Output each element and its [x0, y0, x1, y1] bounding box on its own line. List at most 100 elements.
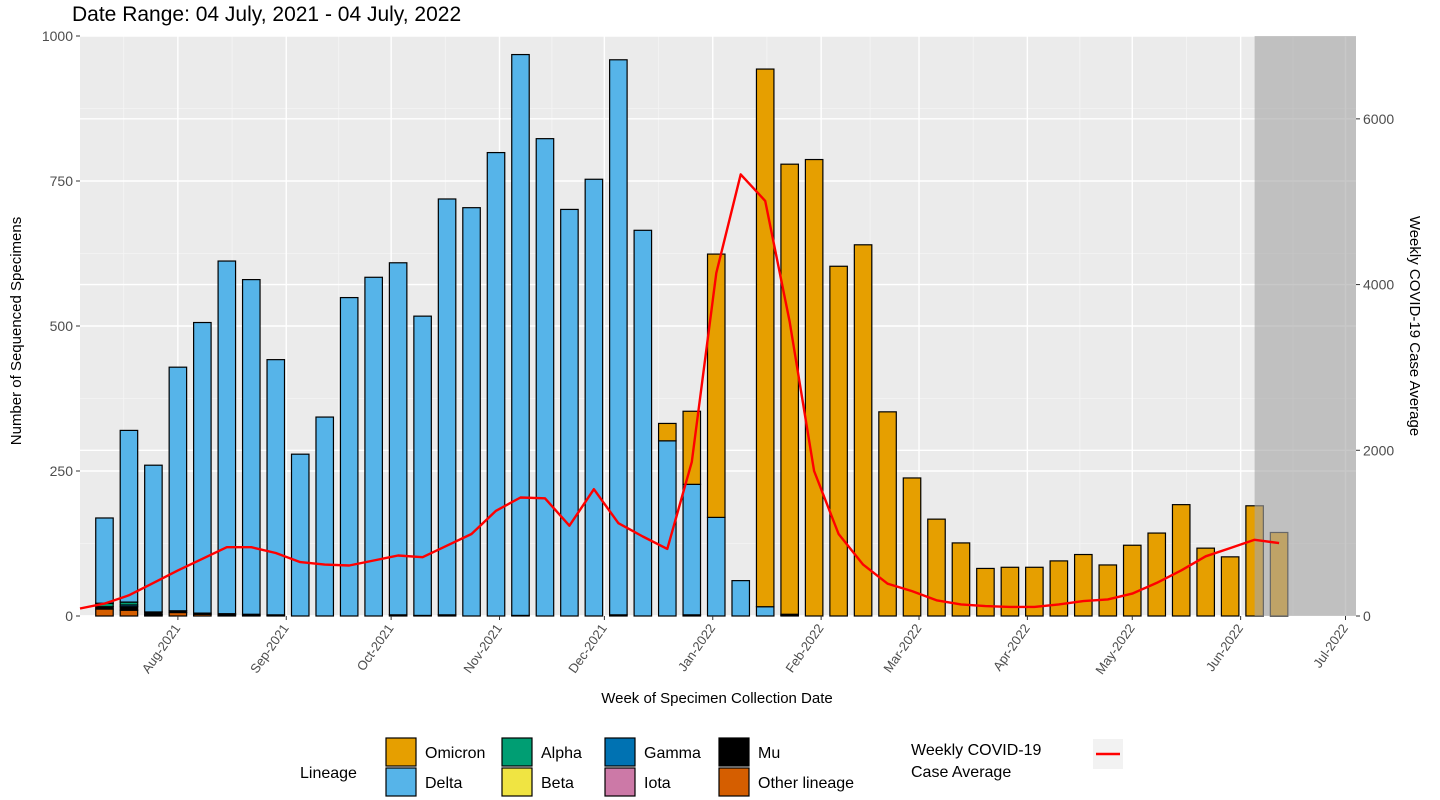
- bar-delta: [633, 229, 653, 617]
- legend-key-other-lineage: [718, 767, 750, 797]
- legend: Lineage Weekly COVID-19 Case Average Omi…: [300, 737, 1123, 797]
- case-average-line: [79, 173, 1280, 610]
- y-axis-title: Number of Sequenced Specimens: [8, 217, 25, 445]
- bar-omicron: [1098, 564, 1118, 617]
- legend-key-delta: [385, 767, 417, 797]
- bar-delta: [241, 279, 261, 615]
- x-tick-label: Feb-2022: [782, 621, 826, 675]
- y2-axis-title: Weekly COVID-19 Case Average: [1406, 216, 1423, 436]
- bar-delta: [95, 517, 114, 604]
- bar-omicron: [1025, 566, 1044, 617]
- bar-omicron: [1049, 560, 1069, 617]
- bar-delta: [706, 516, 726, 617]
- bar-omicron: [1171, 504, 1191, 617]
- legend-key-iota: [604, 767, 636, 797]
- bar-delta: [511, 53, 530, 617]
- bar-delta: [315, 416, 335, 617]
- y2-tick-label: 4000: [1363, 277, 1394, 293]
- bar-delta: [413, 315, 432, 617]
- bar-delta: [731, 580, 751, 617]
- bar-omicron: [902, 477, 922, 617]
- x-tick-label: Dec-2021: [565, 621, 610, 676]
- bar-omicron: [951, 542, 971, 617]
- y2-tick-label: 2000: [1363, 442, 1394, 458]
- legend-label: Mu: [758, 745, 780, 762]
- y-tick-label: 0: [65, 608, 73, 624]
- legend-key-mu: [718, 737, 750, 767]
- bar-delta: [119, 429, 139, 603]
- bar-omicron: [755, 68, 775, 608]
- y-tick-label: 500: [50, 318, 74, 334]
- bar-delta: [755, 606, 775, 617]
- bar-delta: [584, 178, 604, 617]
- legend-line-title-1: Weekly COVID-19: [911, 742, 1042, 759]
- x-tick-label: Oct-2021: [354, 621, 397, 673]
- bar-omicron: [1000, 566, 1020, 617]
- x-tick-label: Jun-2022: [1203, 621, 1246, 674]
- bar-omicron: [1073, 553, 1093, 617]
- legend-key-alpha: [501, 737, 533, 767]
- legend-label: Other lineage: [758, 775, 854, 792]
- y-tick-label: 1000: [42, 28, 73, 44]
- bar-omicron: [878, 411, 897, 617]
- bar-omicron: [1196, 547, 1216, 617]
- y2-tick-label: 6000: [1363, 111, 1394, 127]
- x-tick-label: Sep-2021: [247, 621, 292, 676]
- shaded-incomplete-weeks: [1254, 36, 1356, 616]
- bar-delta: [682, 483, 702, 616]
- x-tick-label: Apr-2022: [990, 621, 1033, 673]
- bar-omicron: [927, 518, 946, 617]
- x-tick-label: Jan-2022: [675, 621, 718, 674]
- bar-delta: [168, 366, 188, 612]
- bar-delta: [144, 464, 163, 613]
- bar-omicron: [1147, 532, 1167, 617]
- legend-title: Lineage: [300, 765, 357, 782]
- legend-label: Alpha: [541, 745, 582, 762]
- bar-delta: [266, 359, 286, 616]
- legend-label: Delta: [425, 775, 462, 792]
- x-tick-label: May-2022: [1092, 621, 1137, 677]
- bar-delta: [364, 276, 383, 617]
- bar-delta: [217, 260, 237, 615]
- legend-key-beta: [501, 767, 533, 797]
- bar-delta: [388, 262, 408, 616]
- bar-delta: [486, 151, 506, 617]
- bar-delta: [609, 59, 628, 616]
- y-tick-label: 750: [50, 173, 74, 189]
- case-average-polyline: [79, 173, 1280, 610]
- bar-omicron: [1220, 556, 1240, 617]
- bar-delta: [535, 138, 555, 617]
- bar-omicron: [657, 422, 677, 442]
- bar-delta: [290, 453, 310, 617]
- bar-omicron: [804, 158, 824, 617]
- legend-label: Beta: [541, 775, 574, 792]
- bar-omicron: [853, 244, 873, 617]
- bar-omicron: [976, 567, 995, 617]
- x-tick-label: Nov-2021: [460, 621, 505, 676]
- legend-key-omicron: [385, 737, 417, 767]
- bar-delta: [193, 321, 212, 614]
- bar-other-lineage: [119, 609, 139, 617]
- bar-delta: [560, 208, 579, 617]
- x-axis-title: Week of Specimen Collection Date: [601, 690, 833, 707]
- bars: [95, 53, 1289, 617]
- y-tick-label: 250: [50, 463, 74, 479]
- bar-omicron: [1122, 544, 1142, 617]
- shaded-region: [1254, 36, 1356, 616]
- x-tick-label: Mar-2022: [880, 621, 924, 675]
- legend-key-gamma: [604, 737, 636, 767]
- bar-delta: [462, 207, 481, 617]
- x-tick-label: Jul-2022: [1310, 621, 1351, 670]
- legend-line-title-2: Case Average: [911, 764, 1011, 781]
- legend-label: Iota: [644, 775, 671, 792]
- bar-other-lineage: [95, 608, 114, 617]
- bar-delta: [437, 198, 457, 616]
- bar-omicron: [706, 253, 726, 519]
- legend-label: Omicron: [425, 745, 485, 762]
- x-tick-label: Aug-2021: [139, 621, 184, 676]
- legend-label: Gamma: [644, 745, 701, 762]
- bar-delta: [339, 296, 359, 617]
- bar-omicron: [780, 163, 800, 615]
- bar-omicron: [829, 265, 848, 617]
